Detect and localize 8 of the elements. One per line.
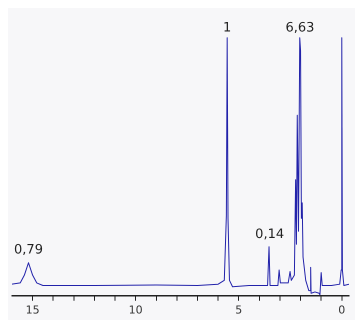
x-tick-label: 0 (338, 303, 346, 316)
annotation: 0,79 (14, 242, 43, 258)
x-tick-label: 15 (26, 303, 40, 316)
annotation: 1 (223, 20, 232, 36)
annotation: 6,63 (285, 20, 314, 36)
annotation: 0,14 (255, 227, 284, 242)
x-tick-label: 10 (128, 303, 143, 316)
x-tick-label: 5 (235, 303, 242, 316)
